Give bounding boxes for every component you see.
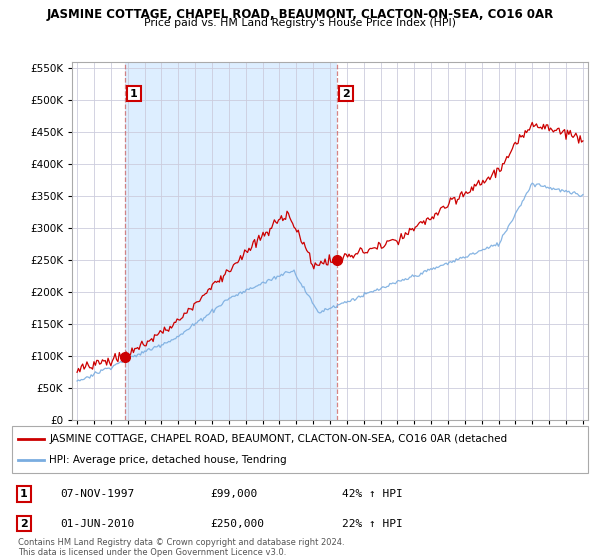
Text: Price paid vs. HM Land Registry's House Price Index (HPI): Price paid vs. HM Land Registry's House …: [144, 18, 456, 29]
Text: 01-JUN-2010: 01-JUN-2010: [60, 519, 134, 529]
Text: JASMINE COTTAGE, CHAPEL ROAD, BEAUMONT, CLACTON-ON-SEA, CO16 0AR (detached: JASMINE COTTAGE, CHAPEL ROAD, BEAUMONT, …: [49, 434, 508, 444]
Text: 42% ↑ HPI: 42% ↑ HPI: [342, 489, 403, 499]
FancyBboxPatch shape: [12, 426, 588, 473]
Text: 07-NOV-1997: 07-NOV-1997: [60, 489, 134, 499]
Text: 2: 2: [342, 88, 350, 99]
Bar: [125, 62, 337, 420]
Text: 2: 2: [20, 519, 28, 529]
Text: 1: 1: [130, 88, 138, 99]
Text: £250,000: £250,000: [210, 519, 264, 529]
Text: HPI: Average price, detached house, Tendring: HPI: Average price, detached house, Tend…: [49, 455, 287, 465]
Text: 22% ↑ HPI: 22% ↑ HPI: [342, 519, 403, 529]
Text: JASMINE COTTAGE, CHAPEL ROAD, BEAUMONT, CLACTON-ON-SEA, CO16 0AR: JASMINE COTTAGE, CHAPEL ROAD, BEAUMONT, …: [46, 8, 554, 21]
Text: 1: 1: [20, 489, 28, 499]
Text: £99,000: £99,000: [210, 489, 257, 499]
Text: Contains HM Land Registry data © Crown copyright and database right 2024.
This d: Contains HM Land Registry data © Crown c…: [18, 538, 344, 557]
